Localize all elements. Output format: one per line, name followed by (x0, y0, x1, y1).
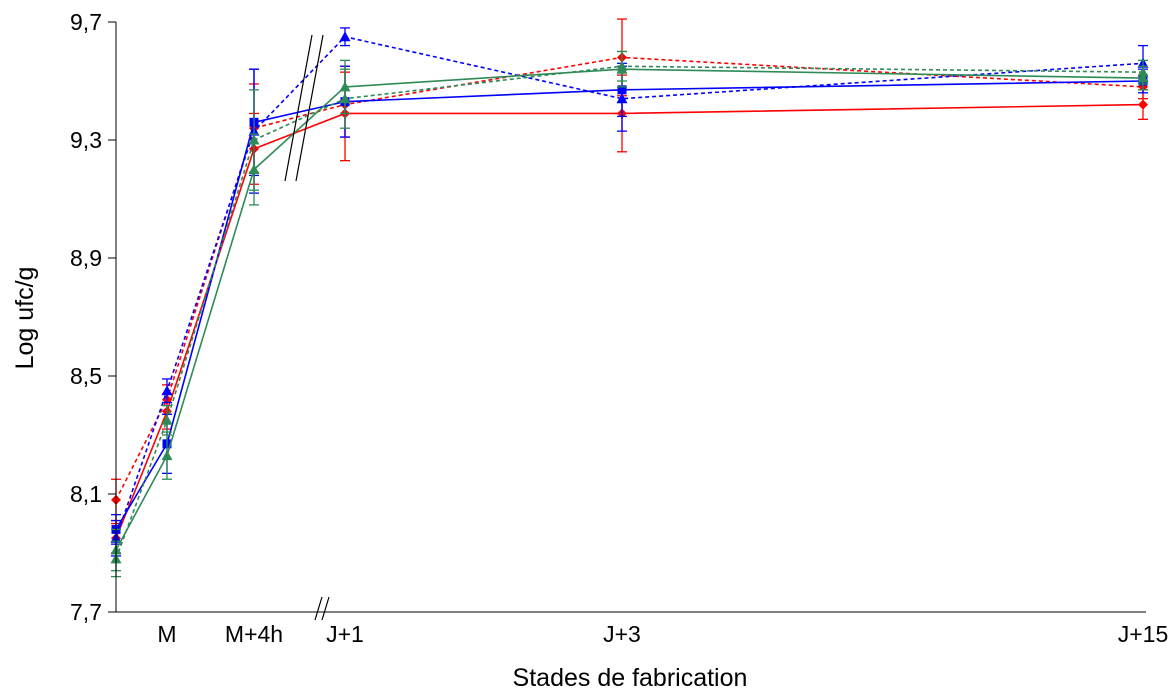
y-tick-label: 7,7 (70, 599, 102, 625)
series-layer (110, 18, 1149, 578)
data-point (248, 134, 260, 145)
break-mark-line (314, 596, 323, 621)
data-point (1137, 66, 1149, 77)
series-line (115, 65, 1144, 560)
data-point (161, 414, 173, 425)
y-tick-label: 8,1 (70, 481, 102, 507)
series-line (115, 56, 1144, 501)
y-tick-label: 9,7 (70, 9, 102, 35)
series-line (115, 80, 1144, 530)
break-mark-line (321, 596, 330, 621)
break-mark-line (284, 34, 313, 182)
break-mark-line (295, 34, 324, 182)
y-axis-title: Log ufc/g (11, 267, 39, 370)
series-line (115, 35, 1144, 539)
x-tick-label: J+3 (603, 621, 641, 647)
x-tick-label: M+4h (225, 621, 283, 647)
ticks-layer: 7,7 8,1 8,5 8,9 9,3 9,7 M M+4h J+1 J+3 J+15 (70, 9, 1168, 647)
y-tick-label: 8,5 (70, 363, 102, 389)
data-point (339, 31, 351, 42)
x-tick-label: J+15 (1118, 621, 1169, 647)
series-line (115, 103, 1144, 539)
axis-break (284, 34, 330, 621)
y-tick-label: 9,3 (70, 127, 102, 153)
data-point (616, 93, 628, 104)
data-point (339, 93, 351, 104)
y-tick-label: 8,9 (70, 245, 102, 271)
series-6 (110, 50, 1149, 578)
data-point (616, 60, 628, 71)
data-point (161, 450, 173, 461)
x-tick-label: J+1 (326, 621, 364, 647)
series-1 (111, 65, 1148, 554)
series-5 (110, 50, 1149, 572)
x-axis-title: Stades de fabrication (513, 664, 748, 692)
series-3 (111, 62, 1148, 545)
data-point (1138, 99, 1148, 110)
x-tick-label: M (157, 621, 176, 647)
axes-layer (115, 22, 1146, 613)
data-point (161, 385, 173, 396)
series-2 (111, 18, 1148, 522)
series-line (115, 68, 1144, 551)
